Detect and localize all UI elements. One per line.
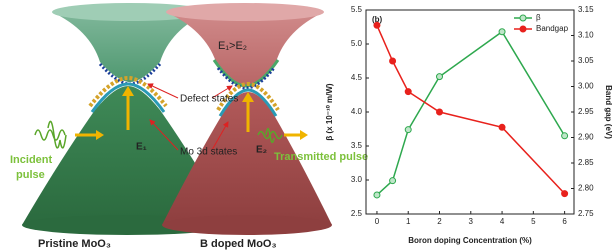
x-tick-label: 1 [406,217,411,226]
y-axis-label: β (x 10⁻¹⁰ m/W) [325,83,334,141]
x-tick-label: 5 [531,217,536,226]
conduction-cone [52,12,208,82]
y-tick-label: 4.0 [351,107,363,116]
plot-frame [366,10,574,214]
cone-top [166,3,324,21]
pulse-wave [35,130,65,140]
x-axis-label: Boron doping Concentration (%) [408,236,532,245]
y2-tick-label: 2.80 [578,184,594,193]
e2-label: E₂ [256,145,267,156]
point [499,124,505,130]
y-tick-label: 5.5 [351,5,363,14]
y2-tick-label: 2.85 [578,158,594,167]
point [390,58,396,64]
point [499,29,505,35]
band-diagram: E₁>E₂ Defect states E₁ E₂ Mo 3d states I… [10,3,368,250]
point [374,192,380,198]
series-line [377,32,565,195]
y-tick-label: 4.5 [351,73,363,82]
point [437,74,443,80]
series-line [377,25,565,193]
legend-marker [520,26,526,32]
e1-label: E₁ [136,142,147,153]
incident-label: pulse [16,169,45,181]
pulse-wave [48,121,66,147]
x-tick-label: 4 [500,217,505,226]
point [390,178,396,184]
point [562,191,568,197]
caption: B doped MoO₃ [200,238,277,250]
legend-marker [520,15,526,21]
y2-tick-label: 3.00 [578,82,594,91]
y2-axis-label: Band gap (eV) [604,85,613,139]
x-tick-label: 6 [562,217,567,226]
y2-tick-label: 3.10 [578,31,594,40]
legend-label: Bandgap [536,24,569,33]
gap-label: E₁>E₂ [218,40,247,52]
point [437,109,443,115]
y2-tick-label: 3.05 [578,56,594,65]
y2-tick-label: 3.15 [578,5,594,14]
defect-label: Defect states [180,94,238,105]
x-tick-label: 2 [437,217,442,226]
caption: Pristine MoO₃ [38,238,111,250]
point [562,133,568,139]
legend-label: β [536,13,541,22]
x-tick-label: 3 [469,217,474,226]
x-tick-label: 0 [375,217,380,226]
cone-base [162,215,332,235]
point [374,22,380,28]
transmitted-label: Transmitted pulse [274,151,368,163]
y-tick-label: 3.0 [351,175,363,184]
y2-tick-label: 2.95 [578,107,594,116]
arrow-head [300,130,308,140]
mo-label: Mo 3d states [180,147,237,158]
y-tick-label: 3.5 [351,141,363,150]
y-tick-label: 5.0 [351,39,363,48]
y-tick-label: 2.5 [351,209,363,218]
y2-tick-label: 2.75 [578,209,594,218]
chart: (b) Boron doping Concentration (%) β (x … [325,5,613,245]
incident-label: Incident [10,154,53,166]
y2-tick-label: 2.90 [578,133,594,142]
figure: E₁>E₂ Defect states E₁ E₂ Mo 3d states I… [0,0,614,251]
point [405,89,411,95]
point [405,127,411,133]
